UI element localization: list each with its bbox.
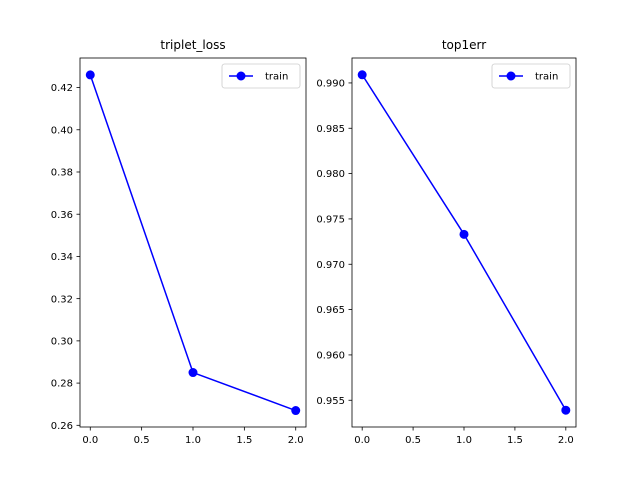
y-tick-label: 0.990 [316, 79, 345, 90]
axes-frame [351, 57, 577, 428]
y-tick-label: 0.28 [51, 379, 73, 390]
subplot-1: top1err 0.0 0.5 1.0 1.5 2.0 0.955 0.960 0.965 0.9… [316, 38, 577, 446]
data-point [291, 406, 301, 416]
x-tick-label: 1.5 [507, 435, 523, 446]
y-tick-label: 0.40 [51, 125, 73, 136]
y-tick-label: 0.38 [51, 168, 73, 179]
data-point [357, 70, 367, 80]
chart-title: triplet_loss [160, 38, 225, 52]
y-tick-label: 0.965 [316, 305, 345, 316]
legend-box [221, 63, 301, 89]
legend-marker [506, 71, 516, 81]
data-point [188, 368, 198, 378]
legend: train [221, 63, 301, 89]
y-tick-label: 0.980 [316, 169, 345, 180]
legend-box [491, 63, 571, 89]
legend-label: train [535, 72, 558, 83]
x-tick-label: 2.0 [288, 435, 304, 446]
y-tick-label: 0.42 [51, 83, 73, 94]
legend: train [491, 63, 571, 89]
x-tick-label: 1.5 [236, 435, 252, 446]
x-tick-label: 0.0 [82, 435, 98, 446]
y-tick-label: 0.32 [51, 294, 73, 305]
axes-frame [79, 57, 307, 428]
x-tick-label: 2.0 [558, 435, 574, 446]
data-point [459, 229, 469, 239]
y-tick-label: 0.960 [316, 351, 345, 362]
y-tick-label: 0.34 [51, 252, 73, 263]
y-tick-label: 0.30 [51, 336, 73, 347]
data-point [561, 405, 571, 415]
x-tick-label: 0.5 [405, 435, 421, 446]
subplot-0: triplet_loss 0.0 0.5 1.0 1.5 2.0 0.26 0.28 0.30 0… [51, 38, 307, 446]
legend-marker [236, 71, 246, 81]
chart-title: top1err [442, 38, 486, 52]
y-tick-label: 0.985 [316, 124, 345, 135]
y-tick-label: 0.955 [316, 396, 345, 407]
x-tick-label: 0.0 [354, 435, 370, 446]
x-tick-label: 0.5 [134, 435, 150, 446]
x-tick-label: 1.0 [456, 435, 472, 446]
legend-label: train [265, 72, 288, 83]
y-tick-label: 0.975 [316, 215, 345, 226]
y-tick-label: 0.36 [51, 210, 73, 221]
y-tick-label: 0.970 [316, 260, 345, 271]
data-point [85, 70, 95, 80]
y-tick-label: 0.26 [51, 421, 73, 432]
x-tick-label: 1.0 [185, 435, 201, 446]
